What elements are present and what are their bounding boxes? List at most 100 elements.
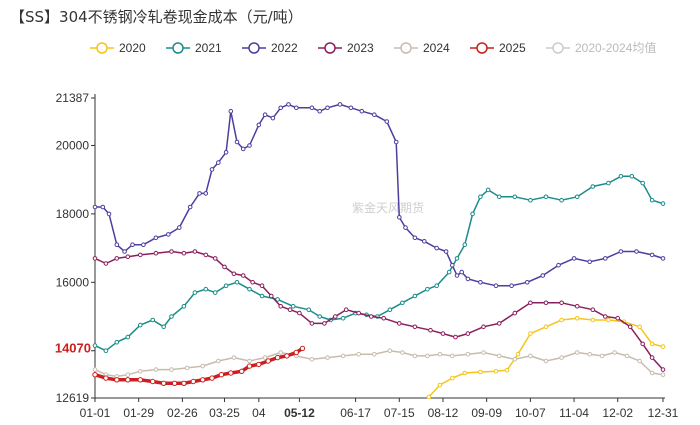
series-2020-point	[478, 369, 483, 375]
series-2023-point	[440, 331, 446, 336]
series-2022-point	[130, 242, 135, 247]
series-2023-point	[287, 307, 293, 313]
series-2025-point	[293, 349, 299, 356]
series-2024-point	[465, 351, 471, 357]
series-2020-point	[426, 394, 432, 400]
series-2022-point	[571, 256, 577, 261]
series-2023-point	[512, 310, 518, 316]
series-2022-line	[94, 103, 664, 287]
series-2022-point	[240, 146, 246, 152]
series-2025-point	[114, 377, 120, 383]
chart-title: 【SS】304不锈钢冷轧卷现金成本（元/吨）	[10, 8, 303, 26]
series-2023-point	[453, 334, 458, 340]
series-2022-point	[209, 167, 215, 172]
series-2020-point	[462, 370, 468, 376]
series-2022-point	[603, 256, 608, 261]
legend-2022-label[interactable]: 2022	[271, 41, 298, 55]
series-2025-point	[171, 380, 178, 386]
series-2022-point	[317, 108, 323, 114]
series-2021-point	[192, 290, 198, 295]
series-2021-point	[606, 180, 611, 186]
watermark: 紫金天风期货	[352, 200, 424, 215]
series-2021-point	[446, 269, 452, 275]
series-2022-point	[393, 139, 399, 145]
series-2023-point	[259, 283, 265, 289]
series-2020-point	[437, 382, 443, 388]
series-2021-point	[543, 194, 549, 200]
series-2021-point	[161, 324, 166, 330]
series-2023-point	[640, 341, 646, 347]
series-2021-point	[400, 300, 405, 306]
legend-2023-label[interactable]: 2023	[347, 41, 374, 55]
legend-2024-label[interactable]: 2024	[423, 41, 450, 55]
series-2022-point	[509, 283, 514, 289]
series-2022-point	[524, 280, 530, 285]
series-2023-point	[322, 321, 327, 326]
x-tick-label: 07-15	[384, 406, 415, 420]
series-2024-point	[574, 350, 580, 355]
series-2020-point	[660, 344, 666, 349]
series-2023-point	[528, 300, 533, 306]
series-2025-point	[284, 353, 290, 359]
series-2021-point	[212, 290, 218, 295]
series-2025-point	[218, 372, 225, 378]
x-tick-label: 03-25	[209, 406, 240, 420]
legend-2020-label[interactable]: 2020	[119, 41, 146, 55]
legend-2021-marker[interactable]	[172, 42, 184, 54]
series-2025-point	[161, 380, 167, 386]
legend-2022-marker[interactable]	[248, 42, 260, 54]
series-2022-point	[262, 112, 268, 117]
legend-2024-marker[interactable]	[400, 42, 412, 54]
legend-2025-marker[interactable]	[476, 42, 488, 54]
legend-2020-marker[interactable]	[96, 42, 108, 54]
series-2021-point	[528, 197, 533, 203]
series-2021-point	[640, 180, 646, 186]
series-2021-point	[470, 211, 475, 217]
series-2020-point	[450, 375, 455, 381]
series-2023-point	[590, 307, 596, 313]
series-2024-point	[496, 353, 502, 359]
x-tick-label: 12-31	[648, 406, 679, 420]
series-2020-point	[543, 324, 549, 330]
series-2025-point	[181, 380, 187, 386]
series-2023-point	[543, 300, 549, 306]
series-2022-point	[384, 119, 390, 124]
series-2025-point	[274, 354, 281, 361]
series-2022-point	[309, 105, 315, 111]
series-2023-point	[481, 324, 486, 330]
series-2023-point	[250, 280, 255, 285]
series-2024-point	[231, 355, 237, 360]
legend-2021-label[interactable]: 2021	[195, 41, 222, 55]
current-date-label: 05-12	[284, 406, 315, 420]
series-2022-point	[278, 105, 284, 111]
series-2025-point	[228, 370, 234, 376]
series-2020-point	[606, 317, 611, 323]
series-2022-point	[203, 191, 209, 196]
series-2023-point	[240, 273, 246, 278]
legend-2023-marker[interactable]	[324, 42, 336, 54]
series-2025-point	[265, 358, 271, 364]
series-2022-point	[100, 204, 106, 210]
series-2022-point	[434, 245, 440, 251]
legend-2020-2024-label[interactable]: 2020-2024均值	[575, 40, 656, 55]
series-2021-point	[462, 242, 468, 247]
series-2024-point	[356, 351, 362, 357]
series-2022-point	[216, 160, 221, 165]
legend-2025-label[interactable]: 2025	[499, 41, 526, 55]
series-2023-point	[649, 355, 655, 360]
x-tick-label: 01-29	[123, 406, 154, 420]
series-2021-point	[306, 307, 312, 313]
series-2021-point	[434, 283, 440, 289]
series-2024-point	[437, 351, 443, 357]
series-2022-point	[459, 269, 465, 275]
series-2021-point	[425, 286, 430, 292]
series-2021-point	[247, 286, 252, 292]
series-2021-point	[275, 297, 280, 302]
series-2022-point	[348, 105, 354, 111]
series-2024-point	[387, 348, 393, 354]
series-2025-point	[137, 377, 144, 383]
series-2025-point	[103, 375, 109, 381]
series-2022-point	[397, 215, 402, 220]
series-2023-point	[138, 252, 143, 258]
legend-2020-2024-marker[interactable]	[552, 42, 564, 54]
